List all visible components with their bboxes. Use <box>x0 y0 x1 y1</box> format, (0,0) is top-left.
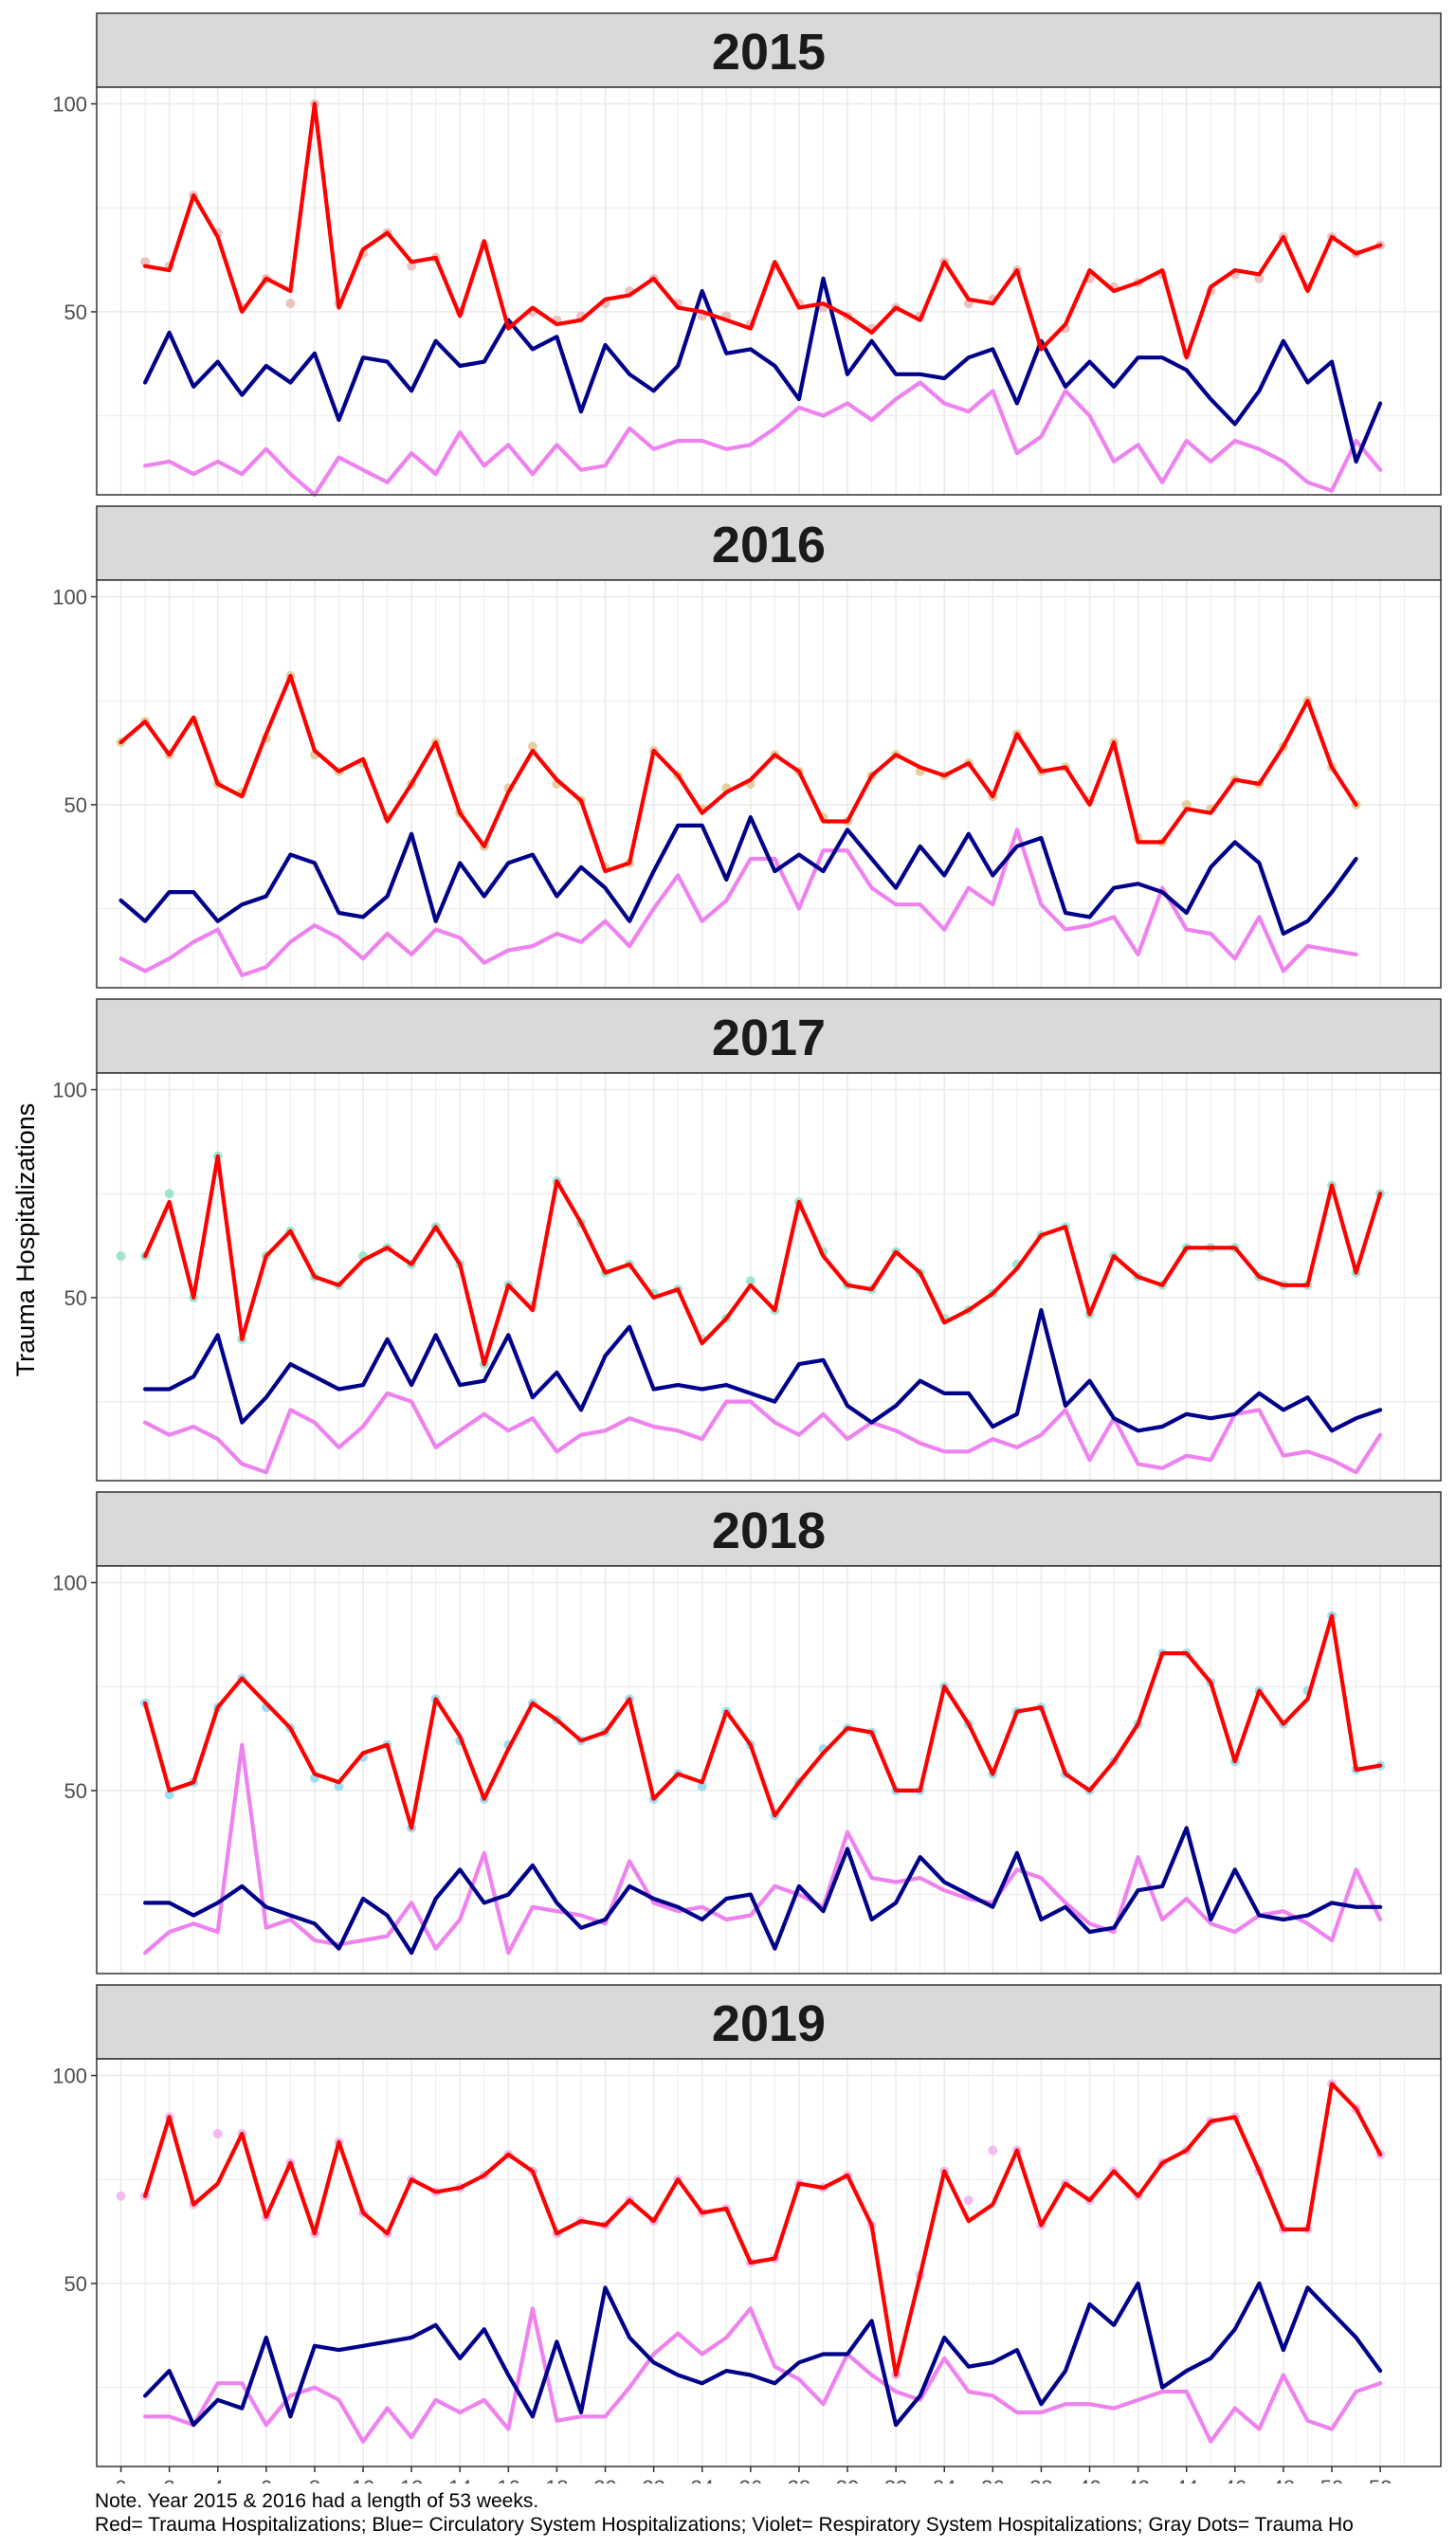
panel-border <box>96 579 1442 989</box>
trauma-dot <box>164 1189 174 1199</box>
facet-strip-label: 2016 <box>712 517 826 573</box>
x-tick-label: 40 <box>1078 2476 1101 2484</box>
y-tick-label: 100 <box>52 93 87 117</box>
x-tick-label: 0 <box>115 2476 126 2484</box>
respiratory-line <box>143 1391 1383 1475</box>
x-tick-label: 44 <box>1174 2476 1197 2484</box>
panel-border <box>96 1565 1442 1975</box>
y-tick-label: 100 <box>52 2065 87 2088</box>
x-tick-label: 36 <box>981 2476 1004 2484</box>
x-tick-label: 8 <box>309 2476 320 2484</box>
panel-background <box>97 1566 1441 1974</box>
y-axis-title: Trauma Hospitalizations <box>11 1103 40 1377</box>
panel-background <box>97 580 1441 988</box>
note-line-1: Note. Year 2015 & 2016 had a length of 5… <box>95 2490 539 2512</box>
facet-strip-label: 2017 <box>712 1010 826 1066</box>
trauma-dot <box>116 2191 126 2201</box>
facet-strip-label: 2019 <box>712 1995 826 2052</box>
y-tick-label: 100 <box>52 586 87 610</box>
trauma-dot <box>697 1781 707 1792</box>
x-tick-label: 28 <box>788 2476 810 2484</box>
y-tick-label: 50 <box>64 2272 87 2296</box>
trauma-dot <box>164 1790 174 1800</box>
x-tick-label: 14 <box>448 2476 471 2484</box>
x-tick-label: 52 <box>1369 2476 1392 2484</box>
trauma-dot <box>285 299 296 309</box>
trauma-dot <box>140 257 151 267</box>
circulatory-line <box>143 1307 1383 1433</box>
x-tick-label: 16 <box>497 2476 519 2484</box>
respiratory-line <box>143 2306 1383 2444</box>
trauma-dot <box>407 261 417 271</box>
y-tick-label: 100 <box>52 1572 87 1595</box>
x-tick-label: 50 <box>1320 2476 1343 2484</box>
x-tick-label: 2 <box>164 2476 175 2484</box>
circulatory-line <box>118 814 1358 937</box>
trauma-line <box>143 2082 1383 2377</box>
x-tick-label: 48 <box>1272 2476 1295 2484</box>
trauma-dot <box>212 2128 223 2138</box>
x-tick-label: 20 <box>593 2476 616 2484</box>
trauma-dot <box>334 1781 344 1792</box>
facet-strip <box>96 1984 1442 2060</box>
panel-background <box>97 2059 1441 2466</box>
respiratory-line <box>143 380 1383 498</box>
y-tick-label: 100 <box>52 1079 87 1102</box>
y-tick-label: 50 <box>64 300 87 324</box>
circulatory-line <box>143 276 1383 464</box>
trauma-dot <box>963 2195 974 2206</box>
chart-notes: Note. Year 2015 & 2016 had a length of 5… <box>95 2489 1450 2537</box>
trauma-dot <box>1254 273 1265 283</box>
x-tick-label: 32 <box>884 2476 907 2484</box>
note-line-2: Red= Trauma Hospitalizations; Blue= Circ… <box>95 2514 1354 2536</box>
respiratory-line <box>143 1742 1383 1956</box>
trauma-dot <box>116 1251 126 1262</box>
x-tick-label: 26 <box>739 2476 762 2484</box>
trauma-line <box>143 1154 1383 1367</box>
trauma-dot <box>1181 799 1192 810</box>
facet-strip <box>96 505 1442 581</box>
y-tick-label: 50 <box>64 1286 87 1310</box>
trauma-line <box>118 673 1358 874</box>
trauma-dot <box>745 1276 755 1286</box>
panel-border <box>96 1072 1442 1482</box>
x-tick-label: 38 <box>1029 2476 1052 2484</box>
facet-strip <box>96 1491 1442 1567</box>
x-tick-label: 6 <box>261 2476 272 2484</box>
y-tick-label: 50 <box>64 793 87 817</box>
faceted-line-chart: 2015501002016501002017501002018501002019… <box>11 12 1442 2484</box>
x-tick-label: 18 <box>545 2476 568 2484</box>
circulatory-line <box>143 1826 1383 1956</box>
x-tick-label: 24 <box>690 2476 713 2484</box>
circulatory-line <box>143 2281 1383 2428</box>
x-tick-label: 10 <box>352 2476 374 2484</box>
facet-strip-label: 2015 <box>712 24 826 81</box>
y-tick-label: 50 <box>64 1779 87 1803</box>
facet-strip <box>96 12 1442 88</box>
x-tick-label: 22 <box>642 2476 664 2484</box>
x-tick-label: 46 <box>1224 2476 1247 2484</box>
respiratory-line <box>118 828 1358 977</box>
x-tick-label: 12 <box>400 2476 423 2484</box>
trauma-line <box>143 1613 1383 1830</box>
panel-border <box>96 2058 1442 2467</box>
x-tick-label: 30 <box>836 2476 859 2484</box>
trauma-dot <box>988 2145 998 2156</box>
panel-border <box>96 86 1442 496</box>
trauma-line <box>143 101 1383 360</box>
x-tick-label: 42 <box>1126 2476 1149 2484</box>
x-tick-label: 34 <box>933 2476 956 2484</box>
x-tick-label: 4 <box>212 2476 224 2484</box>
facet-strip-label: 2018 <box>712 1502 826 1559</box>
trauma-dot <box>527 741 537 752</box>
